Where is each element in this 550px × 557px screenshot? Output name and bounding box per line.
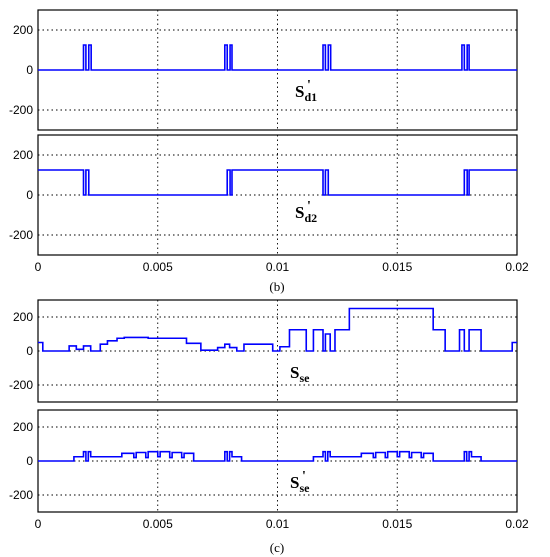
y-tick-label: -200 [9, 488, 33, 502]
panel-4: 200 0 -200 0 0.005 0.01 0.015 0.02 Sse' [9, 409, 529, 531]
signal-label: Sse [290, 363, 310, 385]
signal-trace [38, 307, 517, 352]
signal-label-prime: ' [307, 199, 311, 214]
x-tick-label: 0.015 [382, 517, 412, 531]
panel-2: 200 0 -200 0 0.005 0.01 0.015 0.02 Sd2' [9, 134, 529, 274]
x-tick-label: 0.01 [266, 517, 290, 531]
y-tick-label: 200 [13, 420, 33, 434]
signal-trace [38, 44, 517, 71]
panel-3: 200 0 -200 Sse [9, 299, 518, 403]
x-tick-label: 0 [35, 517, 42, 531]
caption-c: (c) [270, 540, 284, 555]
x-tick-label: 0.005 [143, 517, 173, 531]
signal-label: Sd2 [295, 203, 317, 225]
x-tick-label: 0.005 [143, 260, 173, 274]
y-tick-label: 200 [13, 23, 33, 37]
signal-trace [38, 169, 517, 196]
y-tick-label: -200 [9, 378, 33, 392]
x-tick-label: 0.01 [266, 260, 290, 274]
y-tick-label: -200 [9, 103, 33, 117]
signal-label: Sd1 [295, 82, 317, 104]
x-tick-label: 0 [35, 260, 42, 274]
signal-trace [38, 450, 517, 462]
signal-label-prime: ' [302, 469, 306, 484]
y-tick-label: -200 [9, 228, 33, 242]
x-tick-label: 0.02 [505, 517, 529, 531]
panel-1: 200 0 -200 Sd1' [9, 9, 518, 131]
y-tick-label: 0 [26, 454, 33, 468]
x-tick-label: 0.015 [382, 260, 412, 274]
y-tick-label: 0 [26, 63, 33, 77]
y-tick-label: 0 [26, 344, 33, 358]
signal-label-prime: ' [307, 78, 311, 93]
y-tick-label: 0 [26, 188, 33, 202]
y-tick-label: 200 [13, 148, 33, 162]
caption-b: (b) [269, 279, 284, 294]
signal-label: Sse [290, 473, 310, 495]
y-tick-label: 200 [13, 310, 33, 324]
x-tick-label: 0.02 [505, 260, 529, 274]
